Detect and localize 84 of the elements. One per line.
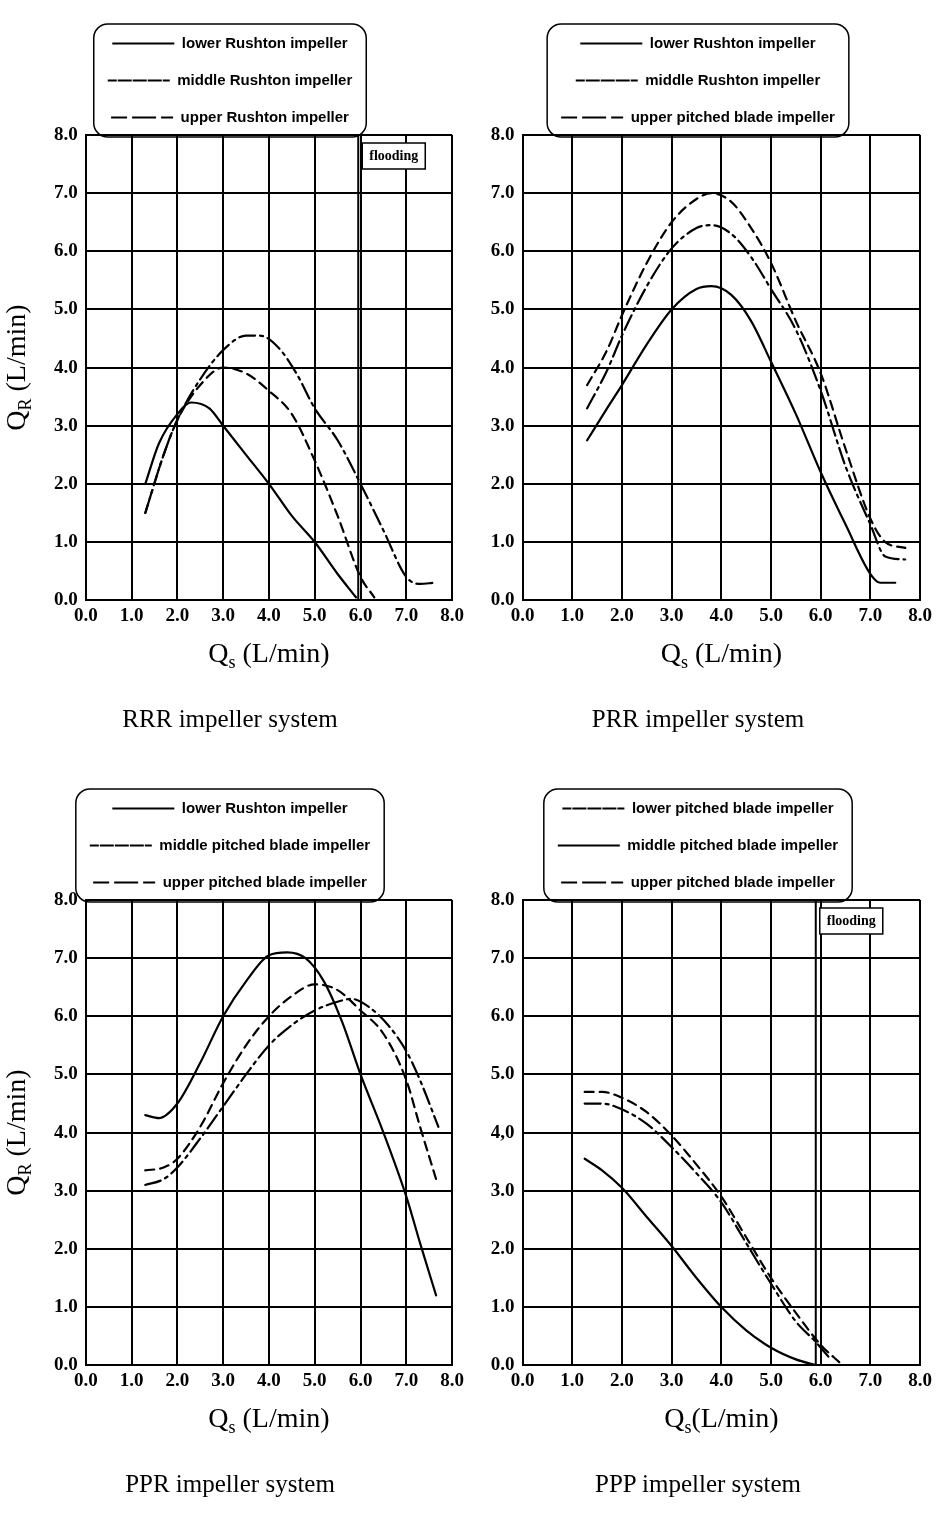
y-tick-label: 6.0 xyxy=(54,1004,78,1026)
x-tick-label: 8.0 xyxy=(440,1368,464,1390)
y-tick-label: 8.0 xyxy=(490,887,515,909)
x-tick-label: 5.0 xyxy=(302,1368,327,1390)
x-tick-label: 7.0 xyxy=(394,1368,419,1390)
y-tick-label: 3.0 xyxy=(54,413,78,435)
y-tick-label: 8.0 xyxy=(54,887,78,909)
legend-label: lower Rushton impeller xyxy=(181,33,348,51)
y-tick-label: 3.0 xyxy=(490,1178,515,1200)
x-tick-label: 2.0 xyxy=(165,603,190,625)
legend-label: upper pitched blade impeller xyxy=(162,872,368,890)
legend-label: middle Rushton impeller xyxy=(177,70,353,88)
x-tick-label: 8.0 xyxy=(440,603,464,625)
x-tick-label: 3.0 xyxy=(659,1368,684,1390)
x-tick-label: 8.0 xyxy=(908,603,932,625)
x-tick-label: 3.0 xyxy=(659,603,684,625)
x-tick-label: 6.0 xyxy=(348,603,373,625)
x-tick-label: 7.0 xyxy=(858,603,883,625)
y-tick-label: 2.0 xyxy=(54,471,78,493)
y-tick-label: 6.0 xyxy=(490,1004,515,1026)
y-tick-label: 7.0 xyxy=(490,181,515,203)
x-tick-label: 2.0 xyxy=(610,1368,634,1390)
legend-label: lower Rushton impeller xyxy=(649,33,816,51)
x-tick-label: 2.0 xyxy=(165,1368,190,1390)
y-tick-label: 5.0 xyxy=(54,1062,78,1084)
x-tick-label: 4.0 xyxy=(257,1368,281,1390)
text: RRR impeller system xyxy=(122,704,339,732)
ref-line-label: flooding xyxy=(369,147,419,163)
x-tick-label: 6.0 xyxy=(808,603,833,625)
text: PRR impeller system xyxy=(591,704,805,732)
text: PPR impeller system xyxy=(125,1469,336,1497)
y-tick-label: 8.0 xyxy=(490,122,515,144)
y-axis-title: QR (L/min) xyxy=(0,1069,36,1196)
y-tick-label: 2.0 xyxy=(490,471,515,493)
x-tick-label: 2.0 xyxy=(610,603,634,625)
x-tick-label: 1.0 xyxy=(119,1368,144,1390)
y-tick-label: 5.0 xyxy=(54,297,78,319)
legend-label: middle pitched blade impeller xyxy=(159,835,371,853)
y-tick-label: 3.0 xyxy=(490,413,515,435)
x-tick-label: 4.0 xyxy=(257,603,281,625)
legend-label: lower Rushton impeller xyxy=(181,798,348,816)
y-tick-label: 4.0 xyxy=(490,355,515,377)
y-tick-label: 2.0 xyxy=(490,1236,515,1258)
y-tick-label: 6.0 xyxy=(490,239,515,261)
text: PPP impeller system xyxy=(594,1469,802,1497)
y-tick-label: 7.0 xyxy=(54,946,78,968)
y-tick-label: 4.0 xyxy=(54,355,78,377)
x-tick-label: 6.0 xyxy=(348,1368,373,1390)
legend-label: lower pitched blade impeller xyxy=(631,798,834,816)
y-tick-label: 4,0 xyxy=(490,1120,515,1142)
ref-line-label: flooding xyxy=(826,912,876,928)
legend-label: upper pitched blade impeller xyxy=(630,107,836,125)
legend-label: upper Rushton impeller xyxy=(180,107,350,125)
y-tick-label: 1.0 xyxy=(54,1294,78,1316)
x-tick-label: 4.0 xyxy=(709,1368,734,1390)
x-tick-label: 1.0 xyxy=(560,603,585,625)
y-tick-label: 8.0 xyxy=(54,122,78,144)
y-tick-label: 4.0 xyxy=(54,1120,78,1142)
x-tick-label: 1.0 xyxy=(560,1368,585,1390)
x-tick-label: 7.0 xyxy=(394,603,419,625)
legend-label: middle Rushton impeller xyxy=(645,70,821,88)
x-tick-label: 7.0 xyxy=(858,1368,883,1390)
x-tick-label: 5.0 xyxy=(759,603,783,625)
x-tick-label: 3.0 xyxy=(211,603,236,625)
y-tick-label: 2.0 xyxy=(54,1236,78,1258)
y-tick-label: 5.0 xyxy=(490,1062,515,1084)
legend-label: upper pitched blade impeller xyxy=(630,872,836,890)
x-tick-label: 3.0 xyxy=(211,1368,236,1390)
x-tick-label: 5.0 xyxy=(302,603,327,625)
y-tick-label: 1.0 xyxy=(54,529,78,551)
y-tick-label: 3.0 xyxy=(54,1178,78,1200)
legend-label: middle pitched blade impeller xyxy=(627,835,839,853)
x-tick-label: 8.0 xyxy=(908,1368,932,1390)
x-tick-label: 5.0 xyxy=(759,1368,783,1390)
x-tick-label: 1.0 xyxy=(119,603,144,625)
y-tick-label: 5.0 xyxy=(490,297,515,319)
y-tick-label: 1.0 xyxy=(490,1294,515,1316)
x-tick-label: 6.0 xyxy=(808,1368,833,1390)
x-tick-label: 4.0 xyxy=(709,603,734,625)
y-tick-label: 7.0 xyxy=(54,181,78,203)
y-tick-label: 6.0 xyxy=(54,239,78,261)
y-tick-label: 7.0 xyxy=(490,946,515,968)
y-tick-label: 1.0 xyxy=(490,529,515,551)
y-axis-title: QR (L/min) xyxy=(0,304,36,431)
